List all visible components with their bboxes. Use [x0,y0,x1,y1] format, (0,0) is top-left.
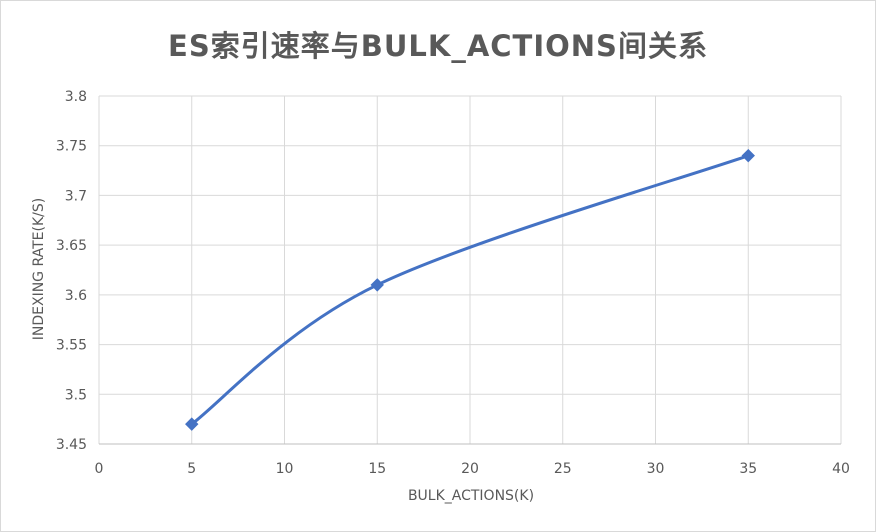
y-tick-label: 3.65 [56,238,87,254]
series [185,148,755,431]
x-tick-label: 5 [187,461,196,477]
x-tick-label: 0 [95,461,104,477]
y-tick-label: 3.8 [65,89,87,105]
y-axis-ticks: 3.45 3.5 3.55 3.6 3.65 3.7 3.75 3.8 [56,89,87,453]
y-axis-title: INDEXING RATE(K/S) [31,198,47,340]
x-tick-label: 25 [554,461,572,477]
y-tick-label: 3.45 [56,437,87,453]
x-tick-label: 40 [832,461,850,477]
chart-title: ES索引速率与BULK_ACTIONS间关系 [168,29,708,63]
x-axis-ticks: 0 5 10 15 20 25 30 35 40 [95,461,850,477]
data-point-marker [741,148,755,163]
x-tick-label: 20 [461,461,479,477]
x-tick-label: 30 [647,461,665,477]
data-point-marker [370,278,384,292]
series-line [190,154,750,426]
y-tick-label: 3.5 [65,387,87,403]
data-point-marker [185,417,199,431]
gridlines [98,95,842,445]
y-tick-label: 3.75 [56,139,87,155]
y-tick-label: 3.6 [65,288,87,304]
x-tick-label: 15 [368,461,386,477]
y-tick-label: 3.7 [65,188,87,204]
x-tick-label: 35 [739,461,757,477]
x-tick-label: 10 [276,461,294,477]
x-axis-title: BULK_ACTIONS(K) [408,488,534,504]
y-tick-label: 3.55 [56,338,87,354]
